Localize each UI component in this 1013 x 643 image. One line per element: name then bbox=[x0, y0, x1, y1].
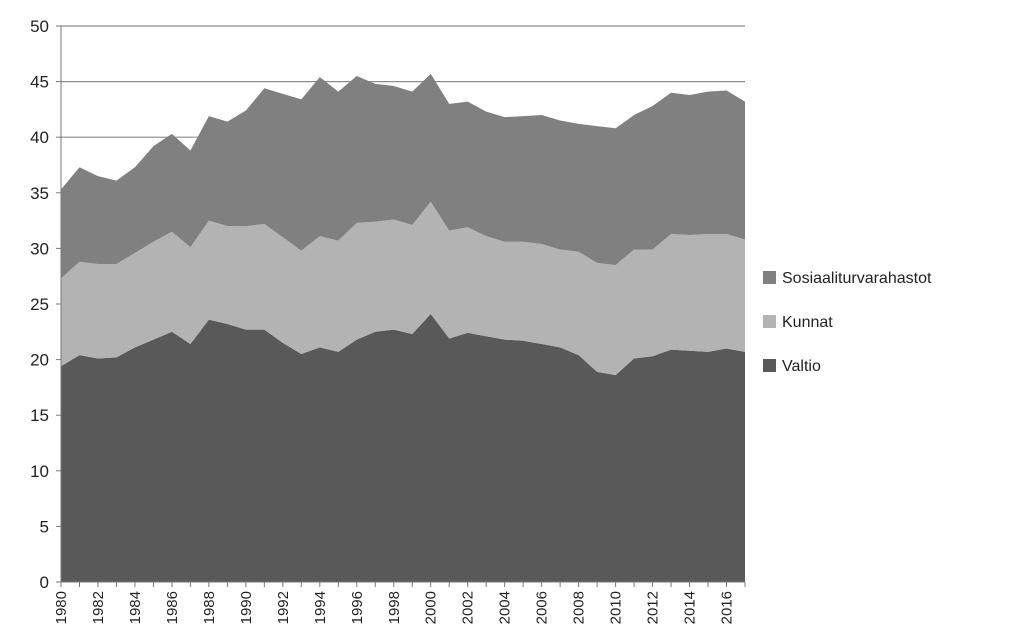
x-tick-label: 2014 bbox=[682, 591, 699, 624]
y-tick-label: 20 bbox=[30, 351, 49, 370]
x-tick-label: 2006 bbox=[534, 591, 551, 624]
y-tick-label: 30 bbox=[30, 239, 49, 258]
x-tick-label: 2002 bbox=[460, 591, 477, 624]
axis-layer: 0 5 10 15 20 25 30 35 40 45 50 1980 1982 1984 1986 1988… bbox=[30, 17, 746, 624]
x-tick-label: 2012 bbox=[645, 591, 662, 624]
x-tick-label: 1998 bbox=[386, 591, 403, 624]
legend-swatch-valtio bbox=[763, 359, 776, 372]
y-tick-label: 35 bbox=[30, 184, 49, 203]
x-tick-label: 2008 bbox=[571, 591, 588, 624]
area-layer bbox=[61, 73, 745, 582]
y-tick-label: 50 bbox=[30, 17, 49, 36]
x-tick-label: 2004 bbox=[497, 591, 514, 624]
x-tick-label: 2016 bbox=[719, 591, 736, 624]
x-tick-label: 1980 bbox=[53, 591, 70, 624]
y-tick-label: 45 bbox=[30, 73, 49, 92]
x-tick-label: 2010 bbox=[608, 591, 625, 624]
y-tick-label: 40 bbox=[30, 128, 49, 147]
y-tick-label: 15 bbox=[30, 406, 49, 425]
legend-swatch-sosiaaliturvarahastot bbox=[763, 271, 776, 284]
area-series-sosiaaliturvarahastot bbox=[61, 73, 745, 279]
area-series-kunnat bbox=[61, 201, 745, 376]
y-tick-label: 5 bbox=[40, 517, 49, 536]
x-tick-label: 1994 bbox=[312, 591, 329, 624]
legend-swatch-kunnat bbox=[763, 315, 776, 328]
x-tick-label: 1986 bbox=[164, 591, 181, 624]
x-tick-label: 1984 bbox=[127, 591, 144, 624]
x-tick-label: 1982 bbox=[90, 591, 107, 624]
y-tick-label: 0 bbox=[40, 573, 49, 592]
legend-label-kunnat: Kunnat bbox=[782, 314, 833, 331]
area-series-valtio bbox=[61, 314, 745, 582]
y-tick-label: 25 bbox=[30, 295, 49, 314]
legend: Sosiaaliturvarahastot Kunnat Valtio bbox=[763, 270, 932, 375]
legend-label-sosiaaliturvarahastot: Sosiaaliturvarahastot bbox=[782, 270, 932, 287]
x-tick-label: 1988 bbox=[201, 591, 218, 624]
x-tick-label: 1996 bbox=[349, 591, 366, 624]
x-tick-label: 1992 bbox=[275, 591, 292, 624]
x-tick-label: 2000 bbox=[423, 591, 440, 624]
x-tick-label: 1990 bbox=[238, 591, 255, 624]
legend-label-valtio: Valtio bbox=[782, 358, 821, 375]
y-tick-label: 10 bbox=[30, 462, 49, 481]
